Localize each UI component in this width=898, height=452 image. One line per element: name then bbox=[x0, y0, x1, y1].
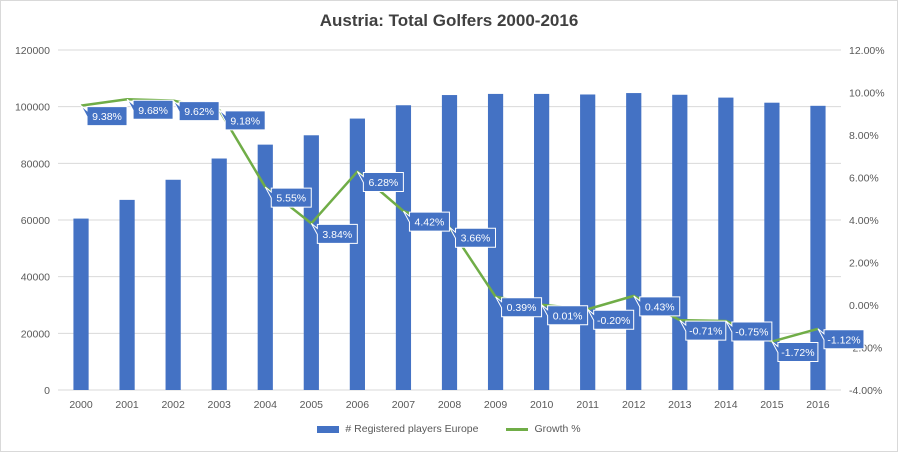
legend-swatch-line bbox=[506, 427, 529, 431]
svg-text:9.18%: 9.18% bbox=[230, 115, 260, 127]
bar bbox=[257, 144, 273, 390]
legend-item-line: Growth % bbox=[506, 423, 581, 435]
svg-text:0.43%: 0.43% bbox=[645, 301, 675, 313]
bar bbox=[349, 118, 365, 391]
data-label: 6.28% bbox=[356, 171, 404, 193]
bar bbox=[73, 218, 89, 390]
svg-text:-1.12%: -1.12% bbox=[827, 334, 860, 346]
y-left-tick-label: 20000 bbox=[21, 328, 50, 340]
bar bbox=[764, 102, 780, 390]
x-tick-label: 2000 bbox=[69, 399, 93, 411]
data-label: 9.68% bbox=[126, 98, 174, 120]
y-right-tick-label: 8.00% bbox=[849, 130, 879, 142]
svg-text:3.66%: 3.66% bbox=[461, 233, 491, 245]
x-tick-label: 2013 bbox=[668, 399, 692, 411]
bar bbox=[119, 199, 135, 390]
data-label: 0.43% bbox=[633, 295, 681, 317]
bar bbox=[303, 135, 319, 390]
legend-item-bars: # Registered players Europe bbox=[317, 423, 478, 435]
x-tick-label: 2009 bbox=[484, 399, 508, 411]
data-label: -1.12% bbox=[817, 328, 865, 350]
data-label: 4.42% bbox=[403, 210, 450, 232]
x-tick-label: 2014 bbox=[714, 399, 738, 411]
y-left-tick-label: 120000 bbox=[15, 45, 50, 57]
x-tick-label: 2004 bbox=[254, 399, 278, 411]
y-right-tick-label: 12.00% bbox=[849, 45, 885, 57]
y-right-tick-label: 6.00% bbox=[849, 173, 879, 185]
x-tick-label: 2007 bbox=[392, 399, 416, 411]
bar bbox=[580, 94, 596, 390]
legend-swatch-bars bbox=[317, 425, 340, 433]
y-left-tick-label: 80000 bbox=[21, 158, 50, 170]
chart-legend: # Registered players Europe Growth % bbox=[1, 423, 897, 435]
bar bbox=[626, 93, 642, 391]
y-right-tick-label: 10.00% bbox=[849, 88, 885, 100]
svg-text:0.39%: 0.39% bbox=[507, 302, 537, 314]
y-right-tick-label: 4.00% bbox=[849, 215, 879, 227]
data-label: -0.75% bbox=[725, 320, 773, 342]
x-tick-label: 2005 bbox=[300, 399, 324, 411]
y-left-tick-label: 40000 bbox=[21, 272, 50, 284]
x-tick-label: 2012 bbox=[622, 399, 646, 411]
x-tick-label: 2006 bbox=[346, 399, 370, 411]
svg-text:-0.20%: -0.20% bbox=[597, 315, 630, 327]
x-tick-label: 2011 bbox=[576, 399, 599, 411]
bar bbox=[211, 158, 227, 390]
data-label: 9.62% bbox=[172, 100, 220, 122]
legend-label-line: Growth % bbox=[534, 423, 581, 435]
svg-text:-1.72%: -1.72% bbox=[781, 347, 814, 359]
data-label: 9.18% bbox=[218, 109, 266, 131]
data-label: -0.71% bbox=[679, 319, 727, 341]
bar bbox=[395, 105, 412, 390]
bar bbox=[810, 105, 826, 391]
x-tick-label: 2016 bbox=[806, 399, 830, 411]
svg-text:9.38%: 9.38% bbox=[92, 111, 122, 123]
svg-text:6.28%: 6.28% bbox=[368, 177, 398, 189]
x-tick-label: 2001 bbox=[115, 399, 139, 411]
y-left-tick-label: 60000 bbox=[21, 215, 50, 227]
bar bbox=[718, 97, 734, 390]
x-tick-label: 2003 bbox=[208, 399, 232, 411]
svg-text:-0.71%: -0.71% bbox=[689, 326, 722, 338]
y-left-tick-label: 100000 bbox=[15, 102, 50, 114]
y-right-tick-label: 0.00% bbox=[849, 300, 879, 312]
x-tick-label: 2008 bbox=[438, 399, 462, 411]
y-right-tick-label: -4.00% bbox=[849, 385, 882, 397]
bar bbox=[165, 179, 181, 390]
bar bbox=[672, 94, 688, 391]
svg-text:4.42%: 4.42% bbox=[415, 217, 445, 229]
x-tick-label: 2015 bbox=[760, 399, 784, 411]
svg-text:0.01%: 0.01% bbox=[553, 310, 583, 322]
bar bbox=[441, 95, 458, 391]
data-label: 0.01% bbox=[541, 304, 589, 326]
svg-text:9.62%: 9.62% bbox=[184, 106, 214, 118]
svg-text:3.84%: 3.84% bbox=[322, 229, 352, 241]
y-left-tick-label: 0 bbox=[44, 385, 50, 397]
x-tick-label: 2010 bbox=[530, 399, 554, 411]
svg-text:-0.75%: -0.75% bbox=[735, 326, 768, 338]
y-right-tick-label: 2.00% bbox=[849, 258, 879, 270]
svg-text:9.68%: 9.68% bbox=[138, 105, 168, 117]
data-label: -1.72% bbox=[771, 341, 819, 363]
chart-title: Austria: Total Golfers 2000-2016 bbox=[319, 11, 579, 30]
svg-text:5.55%: 5.55% bbox=[276, 193, 306, 205]
data-label: 9.38% bbox=[80, 105, 128, 127]
data-label: 3.84% bbox=[310, 223, 358, 244]
data-label: -0.20% bbox=[587, 308, 635, 330]
x-tick-label: 2002 bbox=[161, 399, 185, 411]
bar bbox=[534, 93, 550, 391]
data-label: 3.66% bbox=[449, 226, 496, 248]
data-label: 0.39% bbox=[495, 296, 543, 318]
legend-label-bars: # Registered players Europe bbox=[345, 423, 479, 435]
data-label: 5.55% bbox=[264, 186, 312, 208]
